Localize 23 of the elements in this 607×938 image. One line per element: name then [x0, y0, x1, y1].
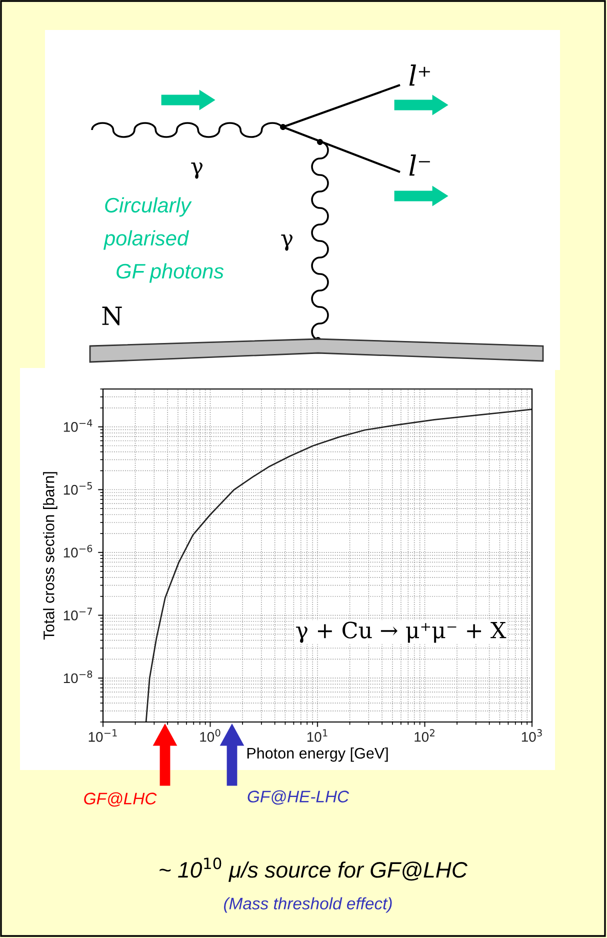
y-tick-label: 10$^{−8}$: [64, 670, 92, 684]
y-tick-label: 10$^{−4}$: [64, 419, 92, 432]
annotation: γ + Cu → μ⁺μ⁻ + X: [296, 622, 506, 643]
x-tick-label: 10$^{1}$: [307, 729, 328, 742]
x-tick-label: 10$^{0}$: [200, 729, 220, 742]
text: GF@HE-LHC: [248, 790, 350, 805]
text: ~ 10$^{10}$ μ/s source for GF@LHC: [160, 858, 468, 882]
text: Circularly polarised GF photons: [103, 197, 224, 283]
x-tick-label: 10$^{−1}$: [88, 729, 117, 742]
text: l⁻: [409, 154, 430, 176]
text: (Mass threshold effect): [224, 897, 392, 913]
text: l⁺: [409, 64, 430, 86]
text: N: [102, 306, 122, 326]
text: γ: [281, 234, 293, 251]
y-tick-label: 10$^{−7}$: [64, 608, 92, 620]
text: GF@LHC: [84, 792, 157, 807]
y-tick-label: 10$^{−5}$: [64, 482, 92, 495]
text: γ: [191, 162, 203, 179]
x-tick-label: 10$^{3}$: [522, 729, 542, 742]
y-tick-label: 10$^{−6}$: [64, 544, 92, 558]
x-axis-title: Photon energy [GeV]: [247, 747, 388, 762]
y-axis-title: Total cross section [barn]: [43, 472, 58, 640]
x-tick-label: 10$^{2}$: [414, 729, 434, 742]
